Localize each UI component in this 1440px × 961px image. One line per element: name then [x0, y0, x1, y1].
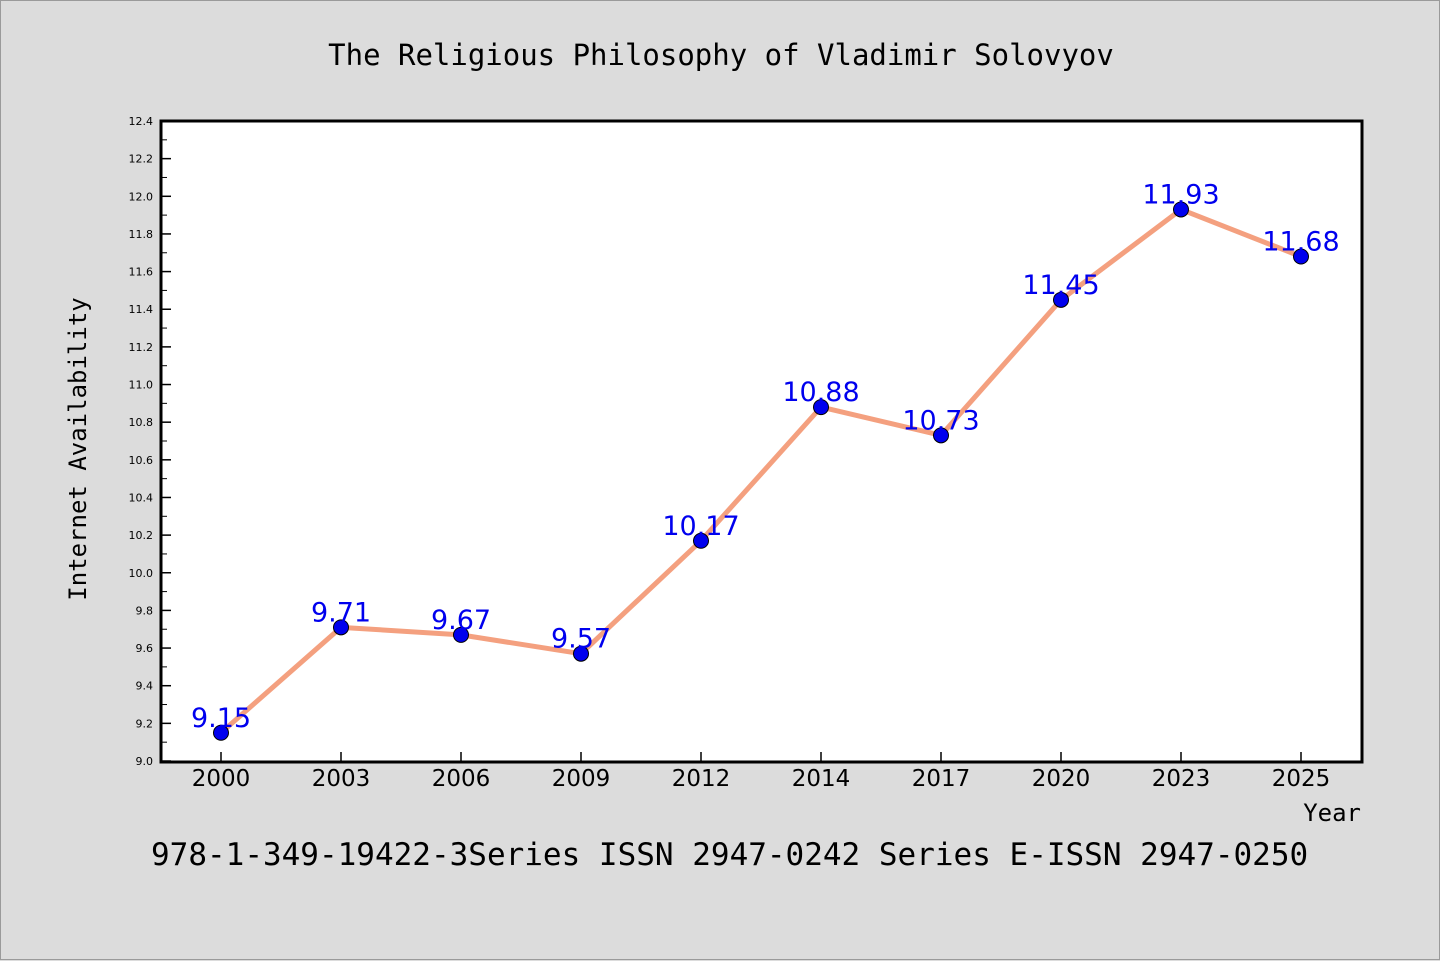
data-point: [933, 427, 949, 444]
data-label: 9.67: [431, 605, 491, 636]
data-point: [693, 532, 709, 549]
y-tick-label: 10.0: [129, 567, 154, 580]
series-line: [219, 206, 1302, 735]
data-point: [213, 724, 229, 741]
footer-text: 978-1-349-19422-3Series ISSN 2947-0242 S…: [151, 837, 1308, 873]
y-tick-label: 11.0: [129, 379, 154, 392]
data-point: [333, 619, 349, 636]
y-tick-label: 11.4: [129, 303, 154, 316]
data-label: 11.68: [1262, 227, 1339, 258]
x-tick-label: 2009: [552, 766, 611, 792]
x-tick-label: 2017: [912, 766, 971, 792]
x-tick-label: 2014: [792, 766, 851, 792]
x-axis-label: Year: [1303, 799, 1361, 827]
x-tick-label: 2012: [672, 766, 731, 792]
data-labels: 9.15 9.71 9.67 9.57 10.17 10.88 10.73 11.45 11.9…: [191, 179, 1340, 733]
data-point: [453, 626, 469, 643]
data-label: 10.88: [782, 377, 859, 408]
y-tick-label: 9.8: [136, 604, 154, 617]
plot-area: [159, 119, 1364, 764]
x-tick-label: 2023: [1152, 766, 1211, 792]
data-label: 10.73: [902, 405, 979, 436]
y-axis-label: Internet Availability: [64, 297, 92, 600]
x-tick-label: 2006: [432, 766, 491, 792]
data-point: [1173, 201, 1189, 218]
y-tick-label: 12.2: [129, 153, 154, 166]
data-label: 10.17: [662, 511, 739, 542]
data-label: 9.71: [311, 597, 371, 628]
y-tick-label: 10.8: [129, 416, 154, 429]
data-label: 9.57: [551, 624, 611, 655]
y-tick-label: 10.2: [129, 529, 154, 542]
x-tick-label: 2000: [192, 766, 251, 792]
y-tick-label: 12.4: [129, 115, 154, 128]
data-label: 11.93: [1142, 179, 1219, 210]
data-point: [1053, 291, 1069, 308]
y-tick-label: 9.4: [136, 680, 154, 693]
y-tick-label: 11.8: [129, 228, 154, 241]
x-tick-label: 2025: [1272, 766, 1331, 792]
y-tick-label: 11.6: [129, 266, 154, 279]
y-tick-label: 10.4: [129, 491, 154, 504]
x-tick-label: 2003: [312, 766, 371, 792]
data-point: [813, 399, 829, 416]
y-tick-label: 11.2: [129, 341, 154, 354]
data-label: 9.15: [191, 703, 251, 734]
series-line-group: [213, 201, 1309, 741]
x-axis: 2000 2003 2006 2009 2012 2014 2017 2020 2023 2025: [192, 752, 1331, 792]
y-tick-label: 10.6: [129, 454, 154, 467]
y-tick-label: 9.0: [136, 755, 154, 768]
y-tick-label: 9.2: [136, 717, 154, 730]
chart-title: The Religious Philosophy of Vladimir Sol…: [328, 38, 1114, 72]
x-tick-label: 2020: [1032, 766, 1091, 792]
data-point: [1293, 248, 1309, 265]
data-point: [573, 645, 589, 662]
y-tick-label: 12.0: [129, 190, 154, 203]
y-axis: 9.0 9.2 9.4 9.6 9.8 10.0 10.2 10.4 10.6 10.8 11.0 1…: [129, 115, 171, 768]
y-tick-label: 9.6: [136, 642, 154, 655]
data-label: 11.45: [1022, 270, 1099, 301]
